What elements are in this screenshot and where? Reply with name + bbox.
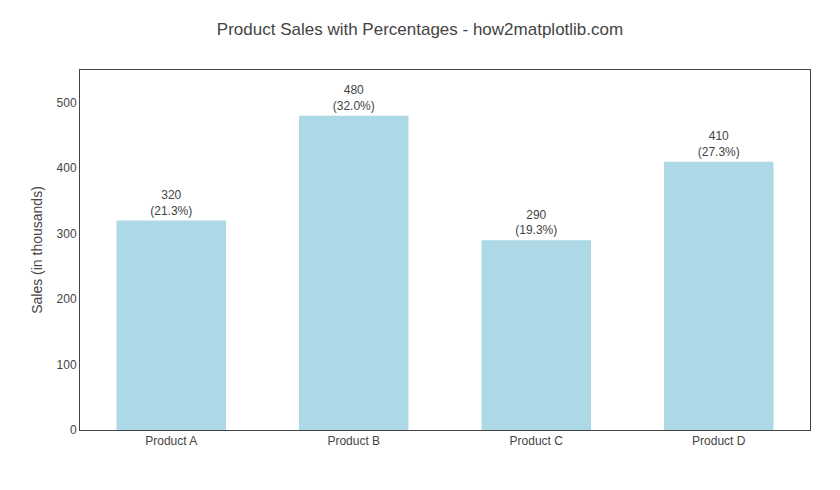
svg-text:Product Sales with Percentages: Product Sales with Percentages - how2mat… bbox=[217, 20, 623, 39]
svg-text:0: 0 bbox=[70, 423, 77, 437]
svg-text:Product B: Product B bbox=[327, 434, 380, 448]
svg-text:200: 200 bbox=[57, 292, 77, 306]
svg-text:400: 400 bbox=[57, 161, 77, 175]
svg-text:320(21.3%): 320(21.3%) bbox=[150, 188, 192, 218]
svg-text:100: 100 bbox=[57, 358, 77, 372]
svg-text:300: 300 bbox=[57, 227, 77, 241]
svg-text:Sales (in thousands): Sales (in thousands) bbox=[29, 186, 45, 314]
svg-text:Product A: Product A bbox=[145, 434, 197, 448]
svg-text:Product C: Product C bbox=[510, 434, 564, 448]
svg-text:410(27.3%): 410(27.3%) bbox=[698, 129, 740, 159]
svg-text:Product D: Product D bbox=[692, 434, 746, 448]
svg-text:480(32.0%): 480(32.0%) bbox=[333, 83, 375, 113]
svg-text:500: 500 bbox=[57, 96, 77, 110]
svg-text:290(19.3%): 290(19.3%) bbox=[515, 208, 557, 238]
